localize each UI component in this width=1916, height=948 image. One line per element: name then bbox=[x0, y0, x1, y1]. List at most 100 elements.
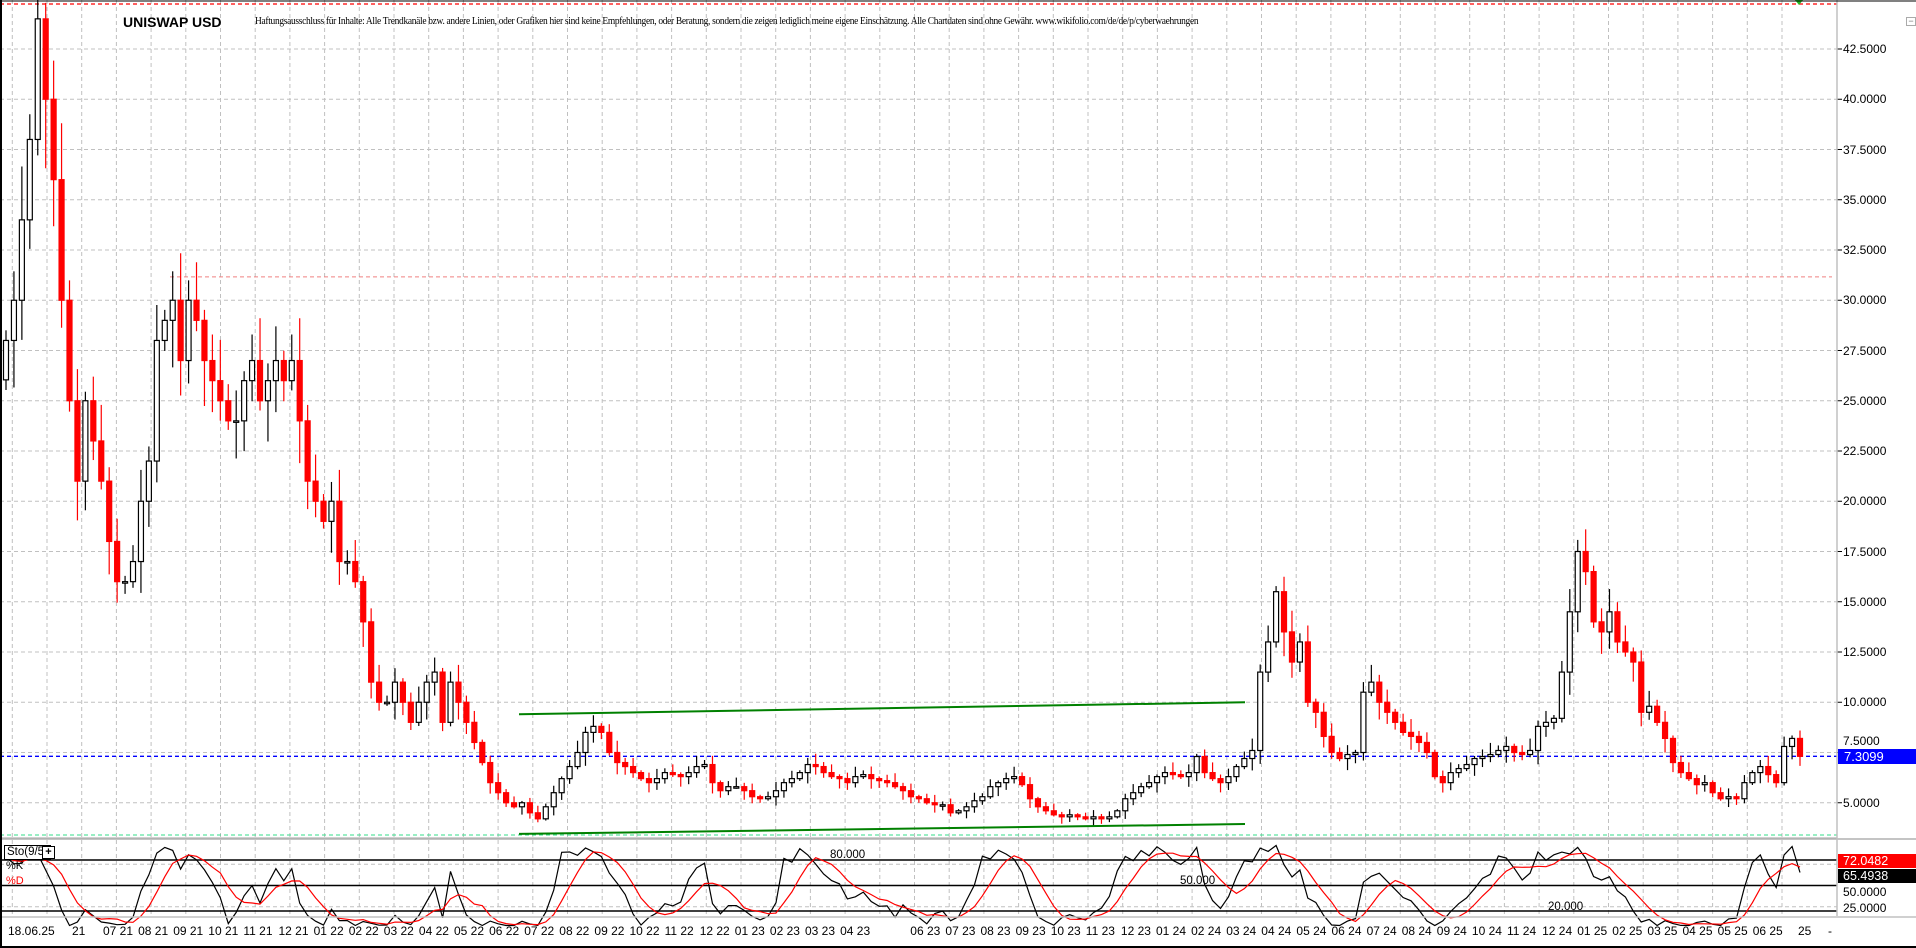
down-candle bbox=[280, 359, 287, 382]
down-candle bbox=[1288, 631, 1296, 663]
down-candle bbox=[352, 560, 359, 583]
up-candle bbox=[431, 671, 438, 683]
up-candle bbox=[447, 681, 454, 723]
down-candle bbox=[812, 763, 819, 768]
down-candle bbox=[201, 319, 208, 362]
up-candle bbox=[1114, 810, 1121, 818]
up-candle bbox=[566, 765, 573, 780]
up-candle bbox=[1487, 753, 1494, 758]
up-candle bbox=[1066, 814, 1073, 818]
up-candle bbox=[574, 751, 581, 768]
up-candle bbox=[153, 339, 160, 462]
x-tick-label: 06 24 bbox=[1331, 924, 1362, 938]
up-candle bbox=[1542, 721, 1550, 727]
up-candle bbox=[241, 380, 248, 422]
down-candle bbox=[42, 18, 49, 100]
down-candle bbox=[947, 804, 954, 814]
up-candle bbox=[1011, 776, 1018, 780]
up-candle bbox=[701, 763, 708, 768]
x-tick-label: 03 24 bbox=[1226, 924, 1257, 938]
down-candle bbox=[884, 780, 891, 784]
down-candle bbox=[336, 500, 343, 563]
down-candle bbox=[757, 796, 764, 800]
down-candle bbox=[1026, 784, 1034, 800]
up-candle bbox=[423, 681, 430, 703]
down-candle bbox=[899, 786, 907, 792]
up-candle bbox=[1788, 737, 1796, 748]
down-candle bbox=[114, 540, 121, 583]
down-candle bbox=[479, 741, 486, 764]
down-candle bbox=[90, 400, 97, 442]
x-tick-label: 11 23 bbox=[1085, 924, 1115, 938]
up-candle bbox=[391, 681, 399, 703]
down-candle bbox=[98, 440, 105, 482]
y-tick-label: 40.0000 bbox=[1843, 92, 1887, 107]
x-tick-label: 05 25 bbox=[1717, 924, 1748, 938]
down-candle bbox=[1407, 731, 1415, 738]
x-tick-label: 07 21 bbox=[103, 924, 134, 938]
y-tick-label: 27.5000 bbox=[1843, 343, 1887, 358]
up-candle bbox=[1360, 691, 1367, 754]
down-candle bbox=[1082, 816, 1089, 820]
level-20-label: 20.000 bbox=[1548, 901, 1584, 913]
down-candle bbox=[630, 765, 637, 774]
chart-title: UNISWAP USD bbox=[123, 14, 222, 30]
x-tick-label: 04 24 bbox=[1261, 924, 1292, 938]
up-candle bbox=[590, 725, 597, 733]
down-candle bbox=[495, 782, 502, 794]
y-tick-label: 35.0000 bbox=[1843, 192, 1887, 207]
down-candle bbox=[296, 359, 303, 422]
down-candle bbox=[106, 480, 113, 543]
y-tick-label: 25.0000 bbox=[1843, 393, 1887, 408]
up-candle bbox=[1249, 749, 1256, 760]
x-tick-label: 02 24 bbox=[1191, 924, 1222, 938]
k-line-legend: %K bbox=[6, 860, 24, 872]
x-tick-label: 01 23 bbox=[734, 924, 765, 938]
date-label: 18.06.25 bbox=[8, 924, 55, 938]
x-tick-label: 02 23 bbox=[769, 924, 800, 938]
up-candle bbox=[1161, 771, 1169, 778]
down-candle bbox=[225, 400, 232, 422]
down-candle bbox=[455, 681, 462, 703]
down-candle bbox=[534, 812, 541, 820]
down-candle bbox=[360, 581, 367, 623]
sto-axis-label-50: 50.0000 bbox=[1843, 885, 1887, 899]
down-candle bbox=[820, 765, 827, 774]
up-candle bbox=[788, 778, 795, 784]
grid-lines bbox=[0, 0, 1842, 916]
up-candle bbox=[161, 319, 168, 342]
down-candle bbox=[217, 380, 224, 402]
x-tick-label: 01 22 bbox=[313, 924, 344, 938]
x-tick-label: 06 25 bbox=[1752, 924, 1783, 938]
add-indicator-button[interactable]: + bbox=[42, 846, 55, 859]
down-candle bbox=[741, 786, 748, 792]
up-candle bbox=[1725, 796, 1732, 800]
up-candle bbox=[26, 138, 33, 221]
up-candle bbox=[1368, 681, 1375, 693]
down-candle bbox=[502, 792, 510, 804]
down-candle bbox=[598, 725, 605, 733]
up-candle bbox=[10, 299, 18, 342]
y-tick-label: 22.5000 bbox=[1843, 444, 1887, 458]
down-candle bbox=[868, 774, 875, 780]
trend-line bbox=[518, 823, 1246, 835]
up-candle bbox=[860, 774, 867, 778]
up-candle bbox=[725, 786, 732, 792]
up-candle bbox=[661, 771, 668, 780]
x-tick-label: 12 22 bbox=[699, 924, 730, 938]
up-candle bbox=[939, 804, 946, 807]
up-candle bbox=[1138, 786, 1145, 794]
minimize-panel-button[interactable]: − bbox=[1906, 17, 1916, 26]
down-candle bbox=[1280, 591, 1288, 633]
down-candle bbox=[876, 778, 883, 782]
down-candle bbox=[1034, 798, 1042, 808]
up-candle bbox=[1463, 763, 1470, 770]
up-candle bbox=[248, 359, 256, 382]
up-candle bbox=[1534, 725, 1542, 752]
up-candle bbox=[796, 771, 803, 780]
down-candle bbox=[1431, 751, 1438, 778]
down-candle bbox=[1519, 751, 1526, 756]
x-tick-label: 12 23 bbox=[1120, 924, 1151, 938]
down-candle bbox=[312, 480, 319, 502]
